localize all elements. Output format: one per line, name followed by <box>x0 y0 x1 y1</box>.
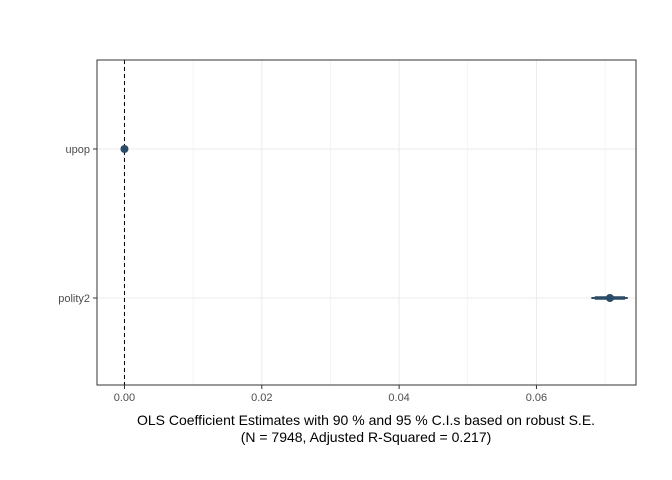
x-tick-label: 0.04 <box>388 392 409 404</box>
x-axis-title: OLS Coefficient Estimates with 90 % and … <box>137 412 595 428</box>
estimate-point-upop <box>120 145 129 153</box>
panel-background <box>97 60 636 385</box>
y-tick-label-polity2: polity2 <box>58 293 90 305</box>
x-tick-label: 0.00 <box>114 392 135 404</box>
y-axis-ticks: upop polity2 <box>58 144 97 305</box>
estimates-layer <box>120 145 628 302</box>
estimate-point-polity2 <box>605 294 614 302</box>
panel-border <box>96 59 637 386</box>
y-tick-label-upop: upop <box>66 144 90 156</box>
x-tick-label: 0.02 <box>251 392 272 404</box>
x-axis-ticks: 0.00 0.02 0.04 0.06 <box>114 385 547 404</box>
x-axis-subtitle: (N = 7948, Adjusted R-Squared = 0.217) <box>241 429 492 445</box>
x-tick-label: 0.06 <box>526 392 547 404</box>
